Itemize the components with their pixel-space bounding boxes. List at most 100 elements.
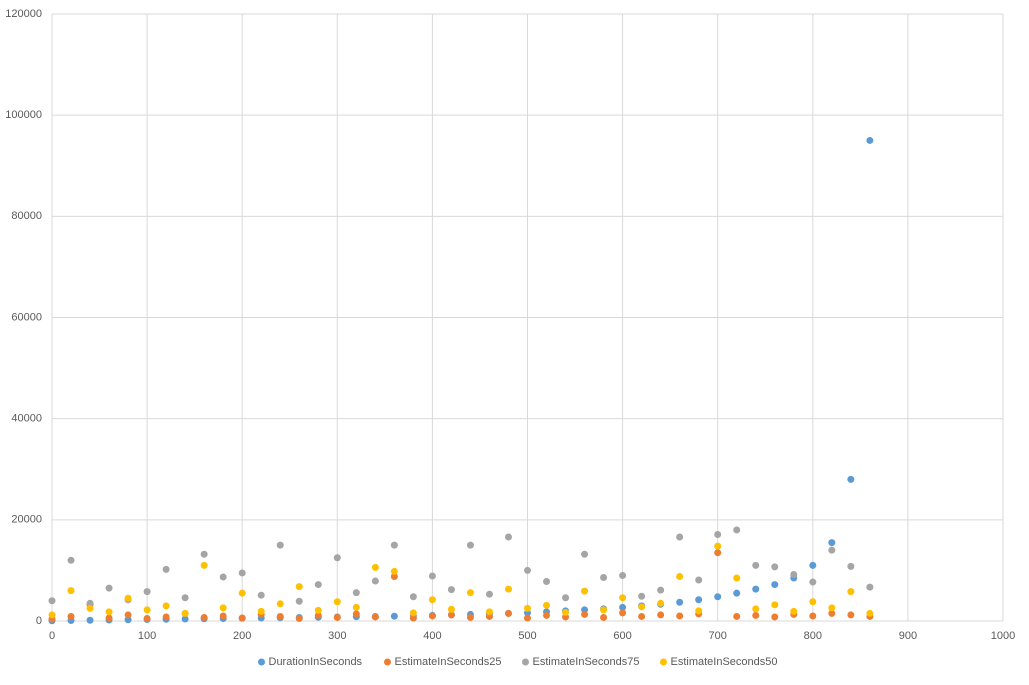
point — [733, 526, 741, 534]
point — [581, 587, 589, 595]
point — [676, 598, 684, 606]
point — [714, 542, 722, 550]
point — [466, 589, 474, 597]
point — [771, 581, 779, 589]
point — [257, 607, 265, 615]
point — [428, 596, 436, 604]
point — [276, 612, 284, 620]
point — [600, 573, 608, 581]
point — [409, 614, 417, 622]
point — [657, 599, 665, 607]
x-tick-label: 200 — [233, 630, 251, 642]
y-tick-label: 20000 — [11, 514, 42, 526]
point — [485, 590, 493, 598]
point — [162, 602, 170, 610]
point — [276, 541, 284, 549]
point — [105, 608, 113, 616]
point — [181, 615, 189, 623]
point — [466, 613, 474, 621]
point — [771, 563, 779, 571]
point — [562, 594, 570, 602]
point — [124, 594, 132, 602]
point — [619, 594, 627, 602]
point — [543, 611, 551, 619]
legend-label: EstimateInSeconds50 — [671, 656, 778, 668]
point — [67, 587, 75, 595]
point — [714, 549, 722, 557]
point — [390, 612, 398, 620]
point — [847, 475, 855, 483]
legend-label: EstimateInSeconds25 — [395, 656, 502, 668]
point — [752, 561, 760, 569]
point — [314, 606, 322, 614]
legend-marker — [660, 658, 667, 666]
point — [200, 561, 208, 569]
legend-label: EstimateInSeconds75 — [533, 656, 640, 668]
point — [333, 613, 341, 621]
point — [619, 571, 627, 579]
point — [295, 614, 303, 622]
point — [543, 578, 551, 586]
point — [676, 572, 684, 580]
point — [409, 609, 417, 617]
point — [752, 585, 760, 593]
point — [809, 598, 817, 606]
point — [86, 616, 94, 624]
point — [238, 589, 246, 597]
point — [67, 556, 75, 564]
point — [504, 533, 512, 541]
point — [676, 612, 684, 620]
point — [676, 533, 684, 541]
point — [733, 612, 741, 620]
point — [390, 572, 398, 580]
point — [447, 605, 455, 613]
point — [295, 597, 303, 605]
point — [847, 588, 855, 596]
point — [809, 561, 817, 569]
point — [143, 606, 151, 614]
point — [124, 616, 132, 624]
point — [638, 592, 646, 600]
y-tick-label: 0 — [36, 615, 42, 627]
point — [219, 573, 227, 581]
point — [866, 583, 874, 591]
point — [371, 563, 379, 571]
point — [276, 600, 284, 608]
y-tick-label: 40000 — [11, 413, 42, 425]
point — [219, 612, 227, 620]
point — [828, 609, 836, 617]
point — [162, 613, 170, 621]
point — [790, 570, 798, 578]
point — [733, 574, 741, 582]
point — [181, 594, 189, 602]
y-tick-label: 60000 — [11, 311, 42, 323]
point — [219, 604, 227, 612]
point — [333, 554, 341, 562]
legend-marker — [384, 658, 391, 666]
x-tick-label: 900 — [899, 630, 917, 642]
point — [485, 608, 493, 616]
x-tick-label: 500 — [518, 630, 536, 642]
point — [428, 572, 436, 580]
point — [200, 550, 208, 558]
point — [86, 599, 94, 607]
point — [371, 613, 379, 621]
legend-marker — [522, 658, 529, 666]
y-tick-label: 100000 — [5, 109, 42, 121]
point — [695, 596, 703, 604]
legend-marker — [258, 658, 265, 666]
point — [771, 613, 779, 621]
point — [657, 586, 665, 594]
point — [543, 601, 551, 609]
x-tick-label: 600 — [613, 630, 631, 642]
x-tick-label: 700 — [709, 630, 727, 642]
point — [352, 610, 360, 618]
point — [504, 585, 512, 593]
x-tick-label: 1000 — [991, 630, 1015, 642]
point — [390, 541, 398, 549]
point — [600, 613, 608, 621]
point — [143, 588, 151, 596]
point — [828, 546, 836, 554]
point — [847, 611, 855, 619]
